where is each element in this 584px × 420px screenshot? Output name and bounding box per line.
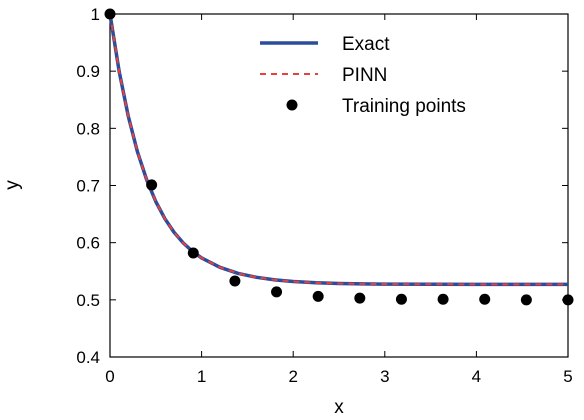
x-tick-label: 1 [197, 367, 206, 386]
training-point [354, 292, 366, 304]
exact-line [108, 13, 568, 287]
legend-pinn-label: PINN [342, 65, 387, 86]
series-lines [108, 13, 568, 287]
y-tick-label: 0.9 [76, 62, 100, 81]
pinn-line [109, 13, 568, 286]
plot-frame [109, 13, 569, 358]
y-tick-label: 0.8 [76, 119, 100, 138]
training-point [479, 293, 491, 305]
x-axis-label: x [334, 397, 344, 418]
y-tick-label: 0.4 [76, 348, 100, 367]
training-point [395, 293, 407, 305]
x-tick-label: 3 [380, 367, 389, 386]
legend-exact-label: Exact [342, 34, 390, 55]
x-tick-label: 0 [105, 367, 114, 386]
y-axis-label: y [2, 180, 23, 190]
training-points [104, 8, 574, 306]
x-tick-label: 2 [288, 367, 297, 386]
tick-labels: 0 1 2 3 4 5 0.4 0.5 0.6 0.7 0.8 0.9 1 [76, 5, 572, 386]
legend-training-label: Training points [342, 96, 466, 117]
training-point [562, 294, 574, 306]
y-tick-label: 0.5 [76, 291, 100, 310]
training-point [312, 290, 324, 302]
legend: Exact PINN Training points [260, 34, 466, 117]
x-tick-label: 5 [563, 367, 572, 386]
training-point [187, 247, 199, 259]
axis-ticks [109, 13, 569, 358]
training-point [104, 8, 116, 20]
x-tick-label: 4 [472, 367, 481, 386]
y-tick-label: 0.7 [76, 177, 100, 196]
y-tick-label: 0.6 [76, 234, 100, 253]
training-point [146, 179, 158, 191]
training-point [271, 286, 283, 298]
training-point [437, 293, 449, 305]
training-point [520, 294, 532, 306]
y-tick-label: 1 [91, 5, 100, 24]
training-point [229, 275, 241, 287]
legend-training-swatch [286, 99, 298, 111]
